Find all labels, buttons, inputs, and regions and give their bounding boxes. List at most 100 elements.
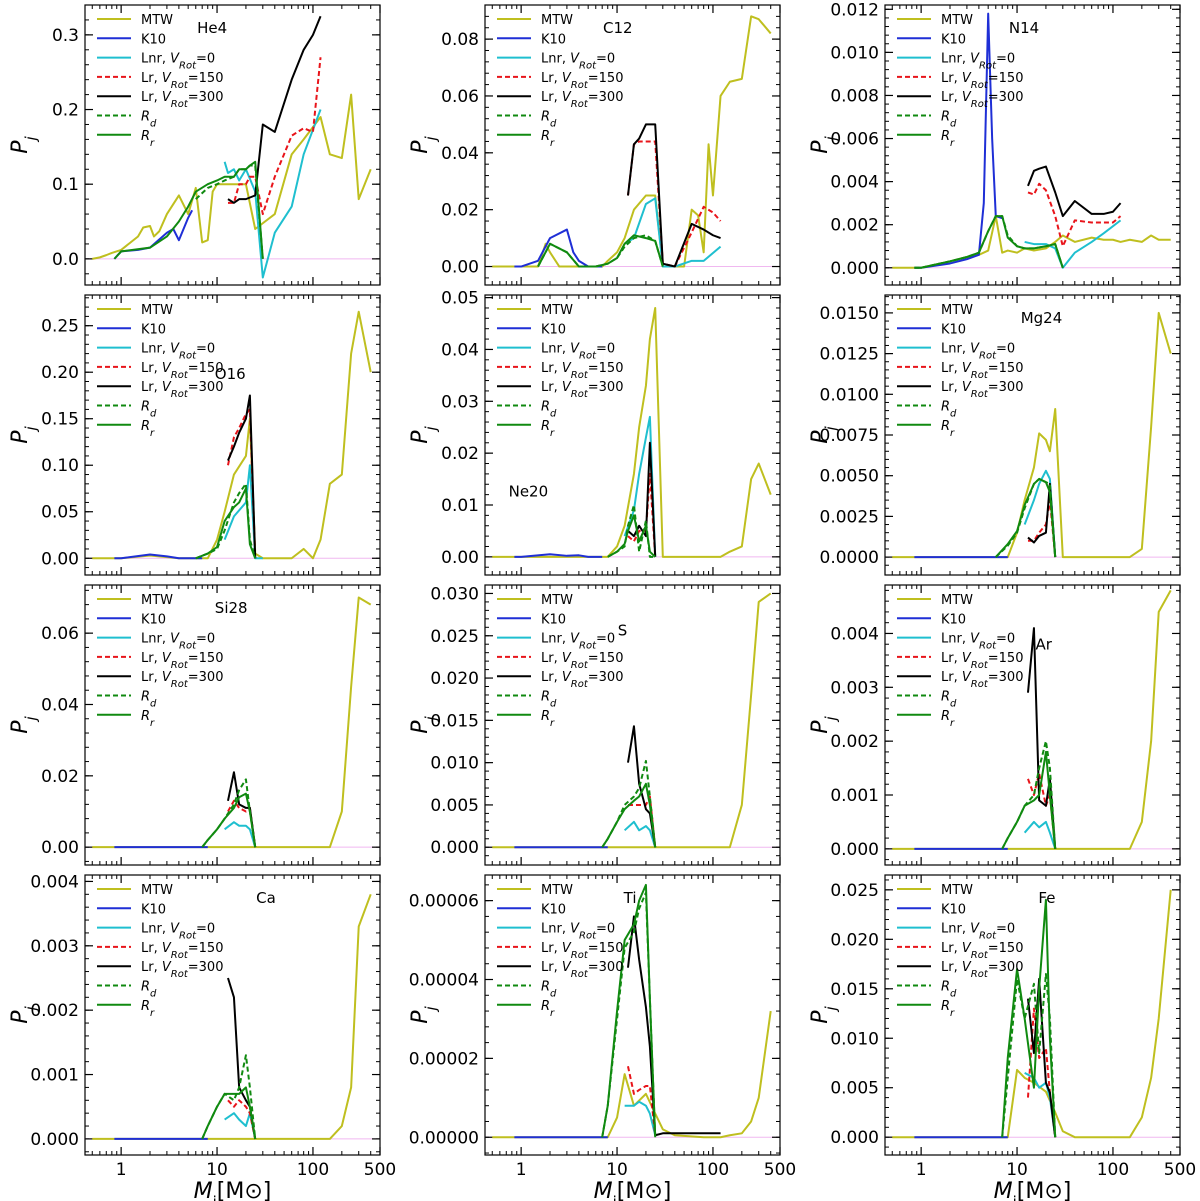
species-label-ca: Ca (256, 889, 276, 907)
y-axis-title: Pj (408, 135, 440, 153)
y-tick-label: 0.0150 (820, 304, 879, 324)
x-tick-label: 10 (606, 1160, 628, 1180)
axes-frame (84, 584, 381, 866)
series-line-rr (201, 1086, 257, 1140)
y-tick-label: 0.15 (41, 410, 79, 430)
y-tick-label: 0.05 (441, 289, 479, 309)
legend-entry-rr: Rr (541, 419, 555, 439)
legend-entry-lr-vrot-300: Lr, VRot=300 (541, 380, 623, 400)
legend-entry-k10: K10 (541, 612, 566, 627)
y-tick-label: 0.04 (441, 340, 479, 360)
legend-entry-rd: Rd (941, 400, 957, 420)
legend-entry-mtw: MTW (941, 13, 973, 28)
y-tick-label: 0.015 (430, 711, 479, 731)
legend-entry-rr: Rr (941, 129, 955, 149)
axes-frame (84, 4, 381, 286)
legend-entry-rr: Rr (941, 999, 955, 1019)
y-tick-label: 0.03 (441, 392, 479, 412)
legend-entry-lr-vrot-300: Lr, VRot=300 (141, 380, 223, 400)
y-axis-title: Pj (808, 715, 840, 733)
legend-entry-k10: K10 (141, 612, 166, 627)
series-line-mtw (492, 592, 772, 849)
series-line-mtw (892, 889, 1172, 1139)
y-tick-label: 0.2 (52, 101, 79, 121)
series-line-mtw (892, 589, 1172, 850)
x-tick-label: 500 (1164, 1160, 1196, 1180)
y-axis-title: Pj (808, 425, 840, 443)
legend-entry-rd: Rd (941, 110, 957, 130)
x-tick-label: 10 (1006, 1160, 1028, 1180)
legend-entry-k10: K10 (941, 32, 966, 47)
legend-entry-lnr-vrot-0: Lnr, VRot=0 (541, 922, 615, 942)
legend-entry-rd: Rd (141, 690, 157, 710)
legend-entry-lr-vrot-150: Lr, VRot=150 (541, 651, 623, 671)
legend-entry-lr-vrot-150: Lr, VRot=150 (941, 941, 1023, 961)
x-axis-title: Mi[M⊙] (594, 1179, 672, 1201)
axes-frame (884, 584, 1181, 866)
series-line-rd (1001, 972, 1057, 1138)
y-tick-label: 0.005 (830, 1079, 879, 1099)
legend-entry-lnr-vrot-0: Lnr, VRot=0 (141, 632, 215, 652)
legend-entry-lr-vrot-150: Lr, VRot=150 (941, 651, 1023, 671)
y-axis-title: Pj (808, 1005, 840, 1023)
legend-entry-rd: Rd (941, 980, 957, 1000)
legend-entry-lr-vrot-300: Lr, VRot=300 (141, 960, 223, 980)
y-tick-label: 0.01 (441, 496, 479, 516)
legend-entry-mtw: MTW (941, 303, 973, 318)
y-tick-label: 0.06 (41, 624, 79, 644)
series-line-lnr-vrot-0 (623, 820, 657, 848)
legend-entry-lr-vrot-300: Lr, VRot=300 (541, 90, 623, 110)
y-tick-label: 0.0 (52, 250, 79, 270)
species-label-ne20: Ne20 (509, 483, 549, 501)
y-tick-label: 0.04 (41, 695, 79, 715)
series-line-lr-vrot-300 (227, 15, 322, 204)
legend-entry-mtw: MTW (141, 883, 173, 898)
x-tick-label: 1 (516, 1160, 527, 1180)
legend-entry-lr-vrot-300: Lr, VRot=300 (941, 670, 1023, 690)
y-tick-label: 0.0075 (820, 426, 879, 446)
y-tick-label: 0.012 (830, 0, 879, 20)
legend-entry-k10: K10 (941, 902, 966, 917)
axes-frame (484, 584, 781, 866)
y-tick-label: 0.006 (830, 130, 879, 150)
legend-entry-lr-vrot-300: Lr, VRot=300 (541, 670, 623, 690)
legend-entry-rd: Rd (541, 400, 557, 420)
y-tick-label: 0.02 (441, 444, 479, 464)
legend-entry-rd: Rd (541, 690, 557, 710)
y-tick-label: 0.0125 (820, 345, 879, 365)
y-tick-label: 0.00000 (409, 1128, 479, 1148)
series-line-lnr-vrot-0 (624, 1100, 657, 1136)
legend-entry-rr: Rr (141, 709, 155, 729)
legend-entry-lr-vrot-150: Lr, VRot=150 (541, 361, 623, 381)
legend-entry-lr-vrot-300: Lr, VRot=300 (941, 90, 1023, 110)
legend-entry-mtw: MTW (941, 883, 973, 898)
y-axis-title: Pj (408, 425, 440, 443)
y-axis-title: Pj (8, 1005, 40, 1023)
y-tick-label: 0.20 (41, 363, 79, 383)
series-line-k10 (514, 553, 603, 558)
legend-entry-mtw: MTW (541, 303, 573, 318)
y-tick-label: 0.0025 (820, 507, 879, 527)
series-line-rr (607, 514, 656, 558)
y-tick-label: 0.0050 (820, 467, 879, 487)
species-label-he4: He4 (197, 19, 227, 37)
series-line-lr-vrot-300 (1027, 165, 1122, 218)
legend-entry-lr-vrot-300: Lr, VRot=300 (141, 670, 223, 690)
y-tick-label: 0.10 (41, 456, 79, 476)
y-tick-label: 0.025 (430, 627, 479, 647)
axes-frame (484, 874, 781, 1156)
legend-entry-k10: K10 (141, 32, 166, 47)
y-tick-label: 0.001 (830, 786, 879, 806)
species-label-n14: N14 (1009, 19, 1039, 37)
series-line-lnr-vrot-0 (1023, 820, 1057, 850)
legend-entry-lnr-vrot-0: Lnr, VRot=0 (541, 52, 615, 72)
axes-frame (884, 874, 1181, 1156)
legend-entry-rd: Rd (541, 110, 557, 130)
y-tick-label: 0.004 (30, 872, 79, 892)
legend-entry-rd: Rd (141, 110, 157, 130)
y-tick-label: 0.010 (430, 754, 479, 774)
legend-entry-lnr-vrot-0: Lnr, VRot=0 (941, 632, 1015, 652)
y-axis-title: Pj (8, 135, 40, 153)
legend-entry-k10: K10 (941, 612, 966, 627)
y-tick-label: 0.002 (830, 732, 879, 752)
